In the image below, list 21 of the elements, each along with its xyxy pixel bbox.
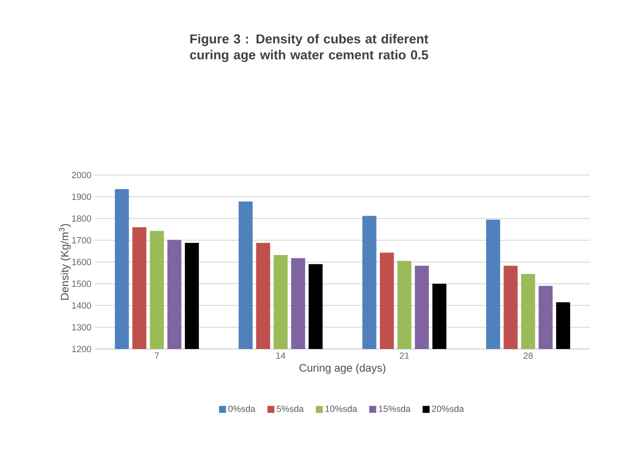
chart-title: Figure 3 : Density of cubes at diferent curing age with water cement ratio 0.5 bbox=[190, 34, 428, 62]
y-tick-label: 1300 bbox=[72, 324, 92, 330]
y-axis-title: Density (Kg/m$^{3}$) bbox=[59, 224, 71, 300]
legend-label: 15%sda bbox=[378, 405, 411, 412]
y-tick-label: 1900 bbox=[72, 194, 92, 200]
x-tick-label: 28 bbox=[524, 352, 533, 359]
x-tick-label: 14 bbox=[276, 352, 286, 359]
legend-label: 10%sda bbox=[326, 405, 358, 412]
y-tick-label: 1700 bbox=[72, 237, 92, 244]
y-tick-label: 1600 bbox=[72, 258, 92, 266]
y-tick-label: 1200 bbox=[72, 346, 92, 352]
x-axis-title: Curing age (days) bbox=[300, 364, 386, 374]
y-tick-label: 1400 bbox=[72, 302, 92, 309]
x-tick-label: 7 bbox=[154, 352, 159, 359]
y-tick-label: 1500 bbox=[72, 280, 92, 287]
y-tick-label: 2000 bbox=[72, 172, 92, 178]
y-tick-label: 1800 bbox=[72, 215, 92, 222]
legend-label: 5%sda bbox=[276, 405, 304, 412]
x-tick-label: 21 bbox=[400, 352, 409, 359]
legend-label: 0%sda bbox=[228, 405, 256, 412]
legend-label: 20%sda bbox=[432, 405, 464, 412]
